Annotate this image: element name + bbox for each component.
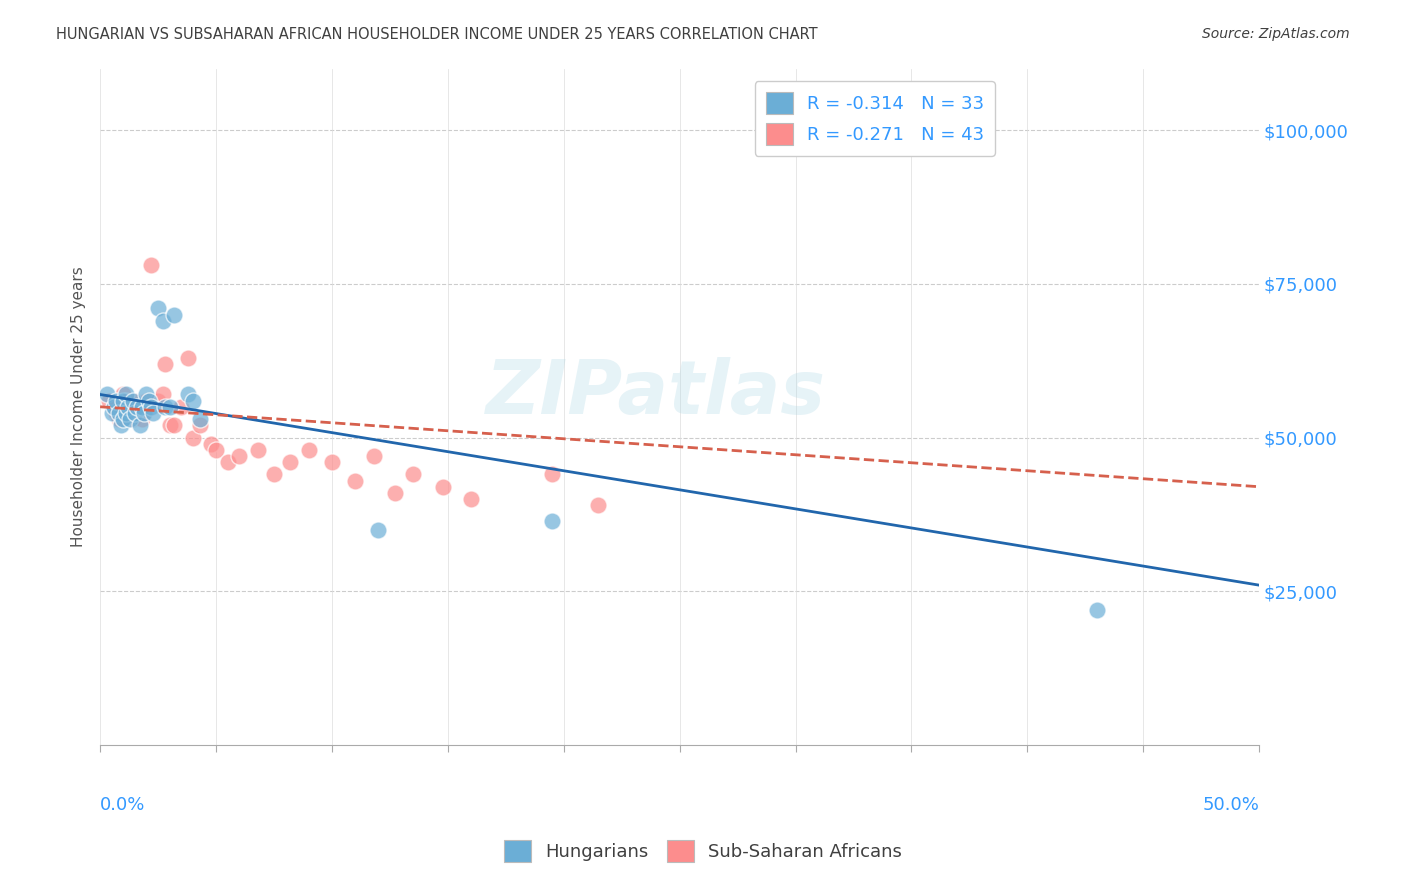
Point bbox=[120, 412, 142, 426]
Point bbox=[100, 406, 122, 420]
Point bbox=[114, 387, 136, 401]
Point bbox=[134, 406, 156, 420]
Point bbox=[138, 393, 160, 408]
Point bbox=[120, 400, 142, 414]
Point bbox=[152, 314, 174, 328]
Point bbox=[432, 480, 454, 494]
Point bbox=[153, 357, 176, 371]
Legend: Hungarians, Sub-Saharan Africans: Hungarians, Sub-Saharan Africans bbox=[496, 833, 910, 870]
Point bbox=[127, 400, 149, 414]
Point bbox=[170, 400, 193, 414]
Point bbox=[181, 431, 204, 445]
Point bbox=[105, 406, 128, 420]
Point bbox=[131, 412, 153, 426]
Point bbox=[188, 412, 211, 426]
Point bbox=[177, 387, 200, 401]
Text: Source: ZipAtlas.com: Source: ZipAtlas.com bbox=[1202, 27, 1350, 41]
Point bbox=[246, 442, 269, 457]
Point bbox=[103, 400, 125, 414]
Point bbox=[103, 400, 125, 414]
Point bbox=[278, 455, 301, 469]
Point bbox=[112, 387, 135, 401]
Text: ZIPatlas: ZIPatlas bbox=[486, 357, 827, 430]
Point bbox=[344, 474, 367, 488]
Point bbox=[135, 393, 157, 408]
Point bbox=[139, 258, 162, 272]
Point bbox=[263, 467, 285, 482]
Point bbox=[96, 387, 118, 401]
Point bbox=[139, 400, 162, 414]
Point bbox=[110, 400, 132, 414]
Point bbox=[114, 406, 136, 420]
Point bbox=[159, 400, 181, 414]
Y-axis label: Householder Income Under 25 years: Householder Income Under 25 years bbox=[72, 267, 86, 547]
Point bbox=[205, 442, 228, 457]
Point bbox=[146, 301, 169, 316]
Point bbox=[127, 400, 149, 414]
Point bbox=[541, 514, 564, 528]
Point bbox=[131, 400, 153, 414]
Point bbox=[142, 406, 165, 420]
Point bbox=[114, 393, 136, 408]
Point bbox=[117, 406, 139, 420]
Point bbox=[128, 418, 150, 433]
Point bbox=[200, 436, 222, 450]
Point bbox=[181, 393, 204, 408]
Point bbox=[112, 393, 135, 408]
Point bbox=[588, 498, 610, 512]
Point bbox=[159, 418, 181, 433]
Point bbox=[217, 455, 239, 469]
Point bbox=[107, 412, 129, 426]
Point bbox=[163, 308, 186, 322]
Point bbox=[107, 406, 129, 420]
Point bbox=[298, 442, 321, 457]
Point bbox=[402, 467, 425, 482]
Point bbox=[117, 400, 139, 414]
Text: 0.0%: 0.0% bbox=[100, 796, 145, 814]
Point bbox=[363, 449, 385, 463]
Legend: R = -0.314   N = 33, R = -0.271   N = 43: R = -0.314 N = 33, R = -0.271 N = 43 bbox=[755, 81, 995, 156]
Point bbox=[384, 486, 406, 500]
Point bbox=[188, 418, 211, 433]
Point bbox=[163, 418, 186, 433]
Point bbox=[1085, 603, 1108, 617]
Point bbox=[460, 491, 482, 506]
Point bbox=[112, 412, 135, 426]
Point bbox=[128, 406, 150, 420]
Text: HUNGARIAN VS SUBSAHARAN AFRICAN HOUSEHOLDER INCOME UNDER 25 YEARS CORRELATION CH: HUNGARIAN VS SUBSAHARAN AFRICAN HOUSEHOL… bbox=[56, 27, 818, 42]
Point bbox=[110, 418, 132, 433]
Point bbox=[135, 387, 157, 401]
Point bbox=[321, 455, 343, 469]
Point bbox=[177, 351, 200, 365]
Text: 50.0%: 50.0% bbox=[1202, 796, 1260, 814]
Point bbox=[105, 393, 128, 408]
Point bbox=[541, 467, 564, 482]
Point bbox=[146, 393, 169, 408]
Point bbox=[152, 387, 174, 401]
Point bbox=[153, 400, 176, 414]
Point bbox=[98, 393, 121, 408]
Point bbox=[121, 393, 143, 408]
Point bbox=[367, 523, 389, 537]
Point bbox=[228, 449, 250, 463]
Point bbox=[124, 393, 146, 408]
Point bbox=[124, 406, 146, 420]
Point bbox=[134, 400, 156, 414]
Point bbox=[121, 412, 143, 426]
